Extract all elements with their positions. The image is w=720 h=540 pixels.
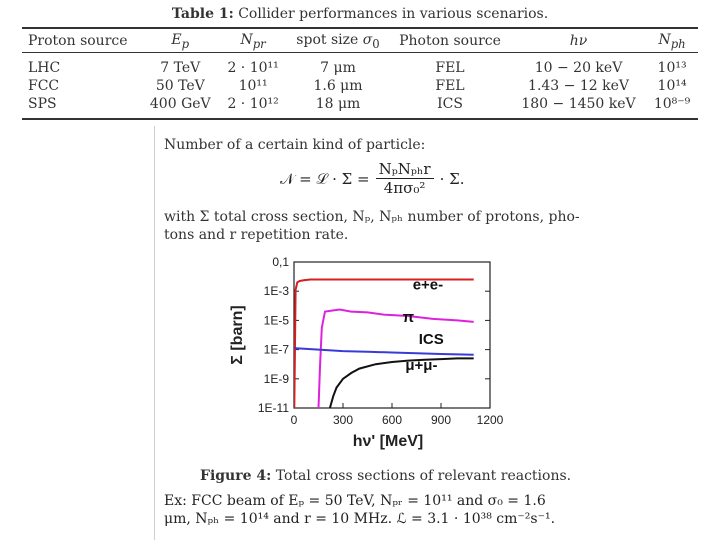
y-tick-label: 1E-5 <box>264 313 290 327</box>
definition-line-2: tons and r repetition rate. <box>164 227 349 243</box>
table-row: LHC 7 TeV 2 · 10¹¹ 7 μm FEL 10 − 20 keV … <box>22 59 698 77</box>
x-tick-label: 0 <box>291 413 298 427</box>
header-ep: Ep <box>171 31 190 51</box>
table-cell: SPS <box>28 96 57 112</box>
table-caption-text: Collider performances in various scenari… <box>238 6 549 22</box>
table-bottom-rule <box>22 118 698 120</box>
x-axis-label: hν' [MeV] <box>353 433 423 450</box>
particle-count-equation: 𝒩 = ℒ · Σ = NₚNₚₕr 4πσ₀² · Σ. <box>280 160 464 197</box>
table-cell: 10¹⁴ <box>657 78 687 94</box>
table-cell: 10¹¹ <box>238 78 268 94</box>
table-cell: ICS <box>437 96 463 112</box>
series-line-e-e <box>294 278 474 408</box>
figure-caption-label: Figure 4: <box>200 468 272 484</box>
y-tick-label: 1E-3 <box>264 284 290 298</box>
table-cell: FEL <box>435 60 465 76</box>
table-header-row: Proton source Ep Npr spot size σ0 Photon… <box>22 30 698 53</box>
plot-frame <box>293 261 491 409</box>
series-line-series <box>317 308 474 408</box>
header-proton-source: Proton source <box>28 33 128 49</box>
table-row: FCC 50 TeV 10¹¹ 1.6 μm FEL 1.43 − 12 keV… <box>22 77 698 95</box>
column-divider <box>154 126 155 540</box>
y-tick-label: 0,1 <box>272 255 289 269</box>
equation-fraction: NₚNₚₕr 4πσ₀² <box>375 160 434 197</box>
header-nph: Nph <box>658 31 686 51</box>
table-cell: 1.43 − 12 keV <box>528 78 629 94</box>
definition-text: with Σ total cross section, Nₚ, Nₚₕ numb… <box>164 208 580 244</box>
equation-numerator: NₚNₚₕr <box>375 160 434 179</box>
x-tick-label: 300 <box>333 413 353 427</box>
table-cell: 2 · 10¹² <box>227 96 279 112</box>
table-cell: 50 TeV <box>155 78 205 94</box>
header-hnu: hν <box>569 33 588 49</box>
table-cell: 18 μm <box>315 96 361 112</box>
figure-caption-text: Total cross sections of relevant reactio… <box>275 468 572 484</box>
table-row: SPS 400 GeV 2 · 10¹² 18 μm ICS 180 − 145… <box>22 95 698 113</box>
table-top-rule <box>22 27 698 29</box>
table-cell: FEL <box>435 78 465 94</box>
header-npr: Npr <box>240 31 266 51</box>
series-line-ics <box>294 347 474 356</box>
series-annotation: μ+μ- <box>405 357 437 374</box>
table-cell: FCC <box>28 78 60 94</box>
table-cell: 10¹³ <box>657 60 687 76</box>
header-photon-source: Photon source <box>399 33 501 49</box>
table-cell: 10 − 20 keV <box>534 60 623 76</box>
example-line-1: Ex: FCC beam of Eₚ = 50 TeV, Nₚᵣ = 10¹¹ … <box>164 493 546 509</box>
cross-section-plot: 1E-11 1E-9 1E-7 1E-5 1E-3 0,1 0 300 600 900 1200 hν… <box>229 255 504 450</box>
series-line-series <box>328 357 474 408</box>
example-line-2: μm, Nₚₕ = 10¹⁴ and r = 10 MHz. ℒ = 3.1 ·… <box>164 511 556 527</box>
y-tick-label: 1E-9 <box>264 372 290 386</box>
figure-caption: Figure 4: Total cross sections of releva… <box>200 468 571 484</box>
equation-rhs: · Σ. <box>439 169 465 188</box>
table-caption-label: Table 1: <box>171 6 234 22</box>
table-cell: 400 GeV <box>149 96 211 112</box>
x-tick-label: 900 <box>431 413 451 427</box>
y-tick-label: 1E-11 <box>258 401 289 415</box>
definition-line-1: with Σ total cross section, Nₚ, Nₚₕ numb… <box>164 209 580 225</box>
series-annotation: e+e- <box>413 277 443 294</box>
equation-lhs: 𝒩 = ℒ · Σ = <box>280 169 370 188</box>
table-cell: 180 − 1450 keV <box>521 96 636 112</box>
x-tick-label: 600 <box>382 413 402 427</box>
x-tick-label: 1200 <box>477 413 504 427</box>
performance-table: Proton source Ep Npr spot size σ0 Photon… <box>22 30 698 113</box>
table-cell: 7 μm <box>320 60 356 76</box>
table-cell: 1.6 μm <box>313 78 363 94</box>
table-cell: 7 TeV <box>160 60 201 76</box>
table-caption: Table 1: Collider performances in variou… <box>0 6 720 22</box>
table-cell: 2 · 10¹¹ <box>227 60 279 76</box>
y-axis-label: Σ [barn] <box>229 305 246 364</box>
equation-denominator: 4πσ₀² <box>383 179 426 197</box>
y-tick-label: 1E-7 <box>264 343 290 357</box>
intro-text: Number of a certain kind of particle: <box>164 137 426 153</box>
series-annotation: π <box>403 309 415 326</box>
series-annotation: ICS <box>419 331 444 348</box>
table-cell: 10⁸⁻⁹ <box>653 96 691 112</box>
header-spot-size: spot size σ0 <box>296 31 380 51</box>
table-cell: LHC <box>28 60 61 76</box>
example-text: Ex: FCC beam of Eₚ = 50 TeV, Nₚᵣ = 10¹¹ … <box>164 492 594 528</box>
